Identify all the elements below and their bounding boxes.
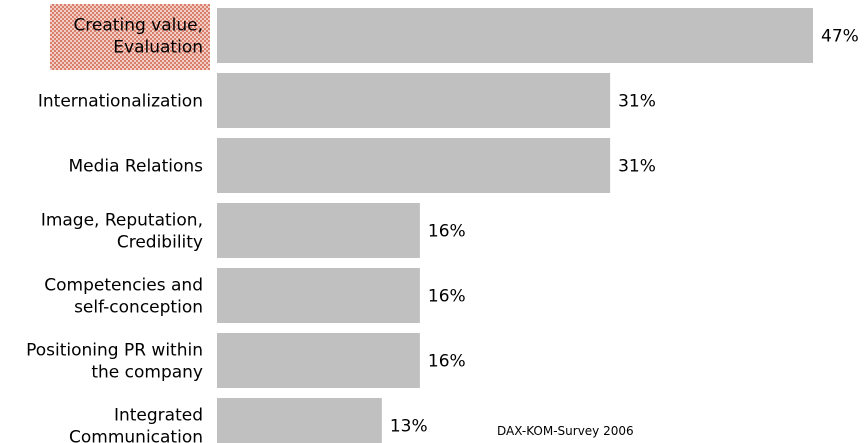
bar — [217, 203, 420, 258]
value-label: 16% — [428, 352, 466, 372]
category-label: Creating value, Evaluation — [73, 16, 203, 58]
category-label: Image, Reputation, Credibility — [41, 211, 203, 253]
bar — [217, 398, 382, 443]
value-label: 47% — [821, 27, 859, 47]
value-label: 31% — [618, 92, 656, 112]
value-label: 31% — [618, 157, 656, 177]
category-label: Internationalization — [38, 92, 203, 112]
category-label: Integrated Communication — [69, 406, 203, 443]
value-label: 16% — [428, 287, 466, 307]
category-highlight — [50, 4, 210, 70]
bar — [217, 268, 420, 323]
source-note: DAX-KOM-Survey 2006 — [497, 424, 634, 438]
bar — [217, 73, 611, 128]
value-label: 16% — [428, 222, 466, 242]
category-label: Competencies and self-conception — [44, 276, 203, 318]
bar — [217, 333, 420, 388]
category-label: Media Relations — [68, 157, 203, 177]
category-label: Positioning PR within the company — [26, 341, 203, 383]
bar — [217, 8, 813, 63]
bar — [217, 138, 611, 193]
value-label: 13% — [390, 417, 428, 437]
